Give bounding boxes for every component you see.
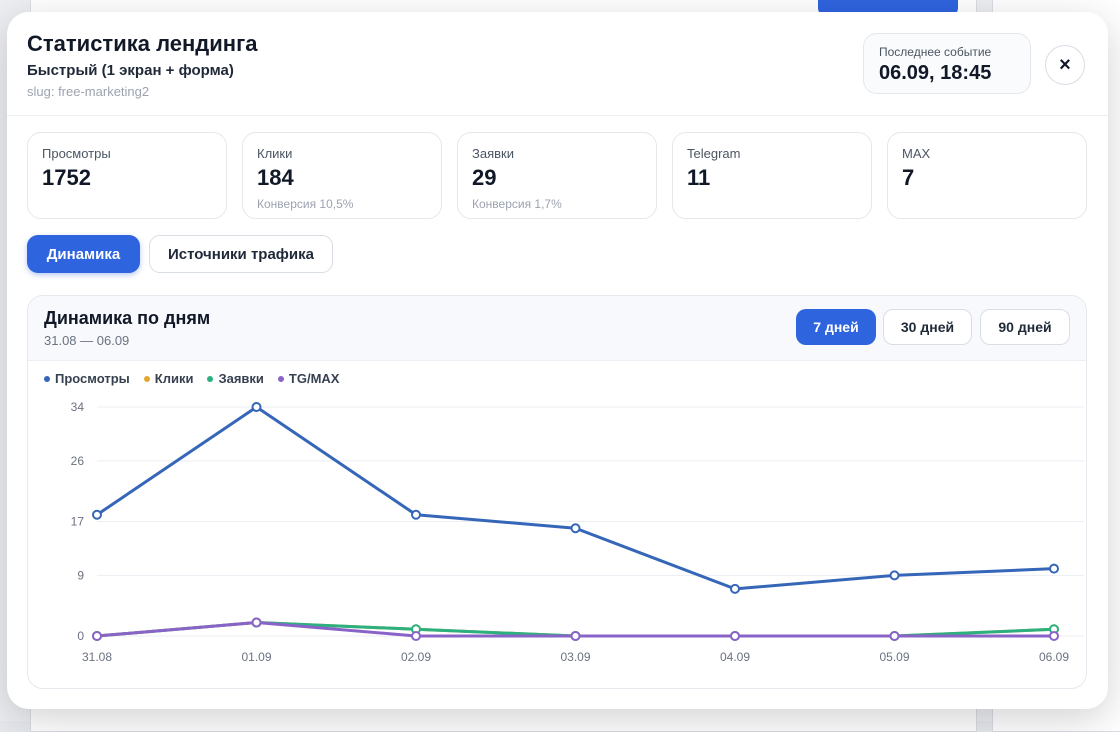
close-icon: × — [1059, 53, 1071, 76]
panel-title: Динамика по дням — [44, 308, 211, 328]
data-point — [411, 509, 421, 520]
legend-dot-icon — [277, 375, 284, 382]
range-30-days-button[interactable]: 30 дней — [883, 309, 972, 345]
x-tick-label: 03.09 — [560, 650, 590, 664]
last-event-card: Последнее событие 06.09, 18:45 — [863, 33, 1031, 94]
dynamics-panel: Динамика по дням 31.08 — 06.09 7 дней 30… — [27, 295, 1087, 689]
stat-value: 11 — [687, 165, 711, 190]
legend-item-views[interactable]: Просмотры — [44, 371, 130, 386]
data-point — [92, 509, 102, 520]
data-point — [570, 523, 581, 534]
modal-subtitle: Быстрый (1 экран + форма) — [27, 62, 234, 79]
range-7-days-button[interactable]: 7 дней — [796, 309, 876, 345]
stat-conversion: Конверсия 1,7% — [472, 197, 562, 211]
data-point — [889, 631, 900, 641]
y-tick-label: 0 — [77, 629, 84, 643]
data-point — [1049, 631, 1059, 641]
x-tick-label: 01.09 — [241, 650, 271, 664]
data-point — [889, 570, 900, 581]
x-tick-label: 05.09 — [879, 650, 909, 664]
stat-value: 1752 — [42, 165, 91, 190]
legend-dot-icon — [143, 375, 150, 382]
panel-header: Динамика по дням 31.08 — 06.09 7 дней 30… — [28, 296, 1086, 361]
stat-value: 7 — [902, 165, 915, 190]
stats-modal: Статистика лендинга Быстрый (1 экран + ф… — [7, 12, 1108, 709]
data-point — [1049, 563, 1059, 574]
last-event-value: 06.09, 18:45 — [879, 62, 992, 84]
tab-traffic-sources[interactable]: Источники трафика — [149, 235, 333, 273]
data-point — [411, 631, 421, 641]
stat-card-max: MAX 7 — [887, 132, 1087, 219]
stat-conversion: Конверсия 10,5% — [257, 197, 354, 211]
data-point — [251, 617, 262, 628]
legend-dot-icon — [44, 375, 50, 382]
y-tick-label: 34 — [71, 400, 85, 414]
data-point — [570, 631, 581, 641]
legend-label: TG/MAX — [288, 371, 340, 386]
stat-label: Просмотры — [42, 146, 111, 161]
chart-legend: Просмотры Клики Заявки TG/MAX — [44, 371, 339, 386]
last-event-label: Последнее событие — [879, 45, 992, 59]
y-tick-label: 17 — [71, 515, 85, 529]
legend-item-tgmax[interactable]: TG/MAX — [277, 371, 340, 386]
data-point — [730, 631, 740, 641]
dynamics-line-chart: 0 9 17 26 34 31.08 01.09 02.09 03.09 04.09 05.09 06… — [71, 400, 1084, 664]
legend-dot-icon — [207, 375, 214, 382]
series-line — [95, 405, 1056, 591]
stat-value: 184 — [257, 165, 294, 190]
y-tick-label: 26 — [71, 454, 85, 468]
tab-dynamics[interactable]: Динамика — [27, 235, 140, 273]
y-tick-label: 9 — [77, 568, 84, 582]
landing-slug: slug: free-marketing2 — [27, 84, 150, 99]
stat-card-clicks: Клики 184 Конверсия 10,5% — [242, 132, 442, 219]
legend-item-clicks[interactable]: Клики — [143, 371, 194, 386]
x-tick-label: 02.09 — [401, 650, 431, 664]
stat-card-leads: Заявки 29 Конверсия 1,7% — [457, 132, 657, 219]
data-point — [730, 583, 740, 594]
stat-label: Заявки — [472, 146, 514, 161]
modal-title: Статистика лендинга — [27, 31, 258, 56]
close-button[interactable]: × — [1045, 45, 1085, 85]
data-point — [251, 402, 262, 412]
stat-value: 29 — [472, 165, 497, 190]
stat-card-telegram: Telegram 11 — [672, 132, 872, 219]
legend-item-leads[interactable]: Заявки — [207, 371, 264, 386]
stat-label: MAX — [902, 146, 931, 161]
modal-header: Статистика лендинга Быстрый (1 экран + ф… — [7, 12, 1108, 116]
x-tick-label: 31.08 — [82, 650, 112, 664]
date-range: 31.08 — 06.09 — [44, 333, 130, 348]
stat-label: Telegram — [687, 146, 741, 161]
legend-label: Просмотры — [55, 371, 130, 386]
stat-card-views: Просмотры 1752 — [27, 132, 227, 219]
x-tick-label: 06.09 — [1039, 650, 1069, 664]
legend-label: Клики — [154, 371, 194, 386]
legend-label: Заявки — [218, 371, 264, 386]
stat-label: Клики — [257, 146, 293, 161]
data-point — [92, 631, 102, 641]
x-tick-label: 04.09 — [720, 650, 750, 664]
range-90-days-button[interactable]: 90 дней — [980, 309, 1070, 345]
